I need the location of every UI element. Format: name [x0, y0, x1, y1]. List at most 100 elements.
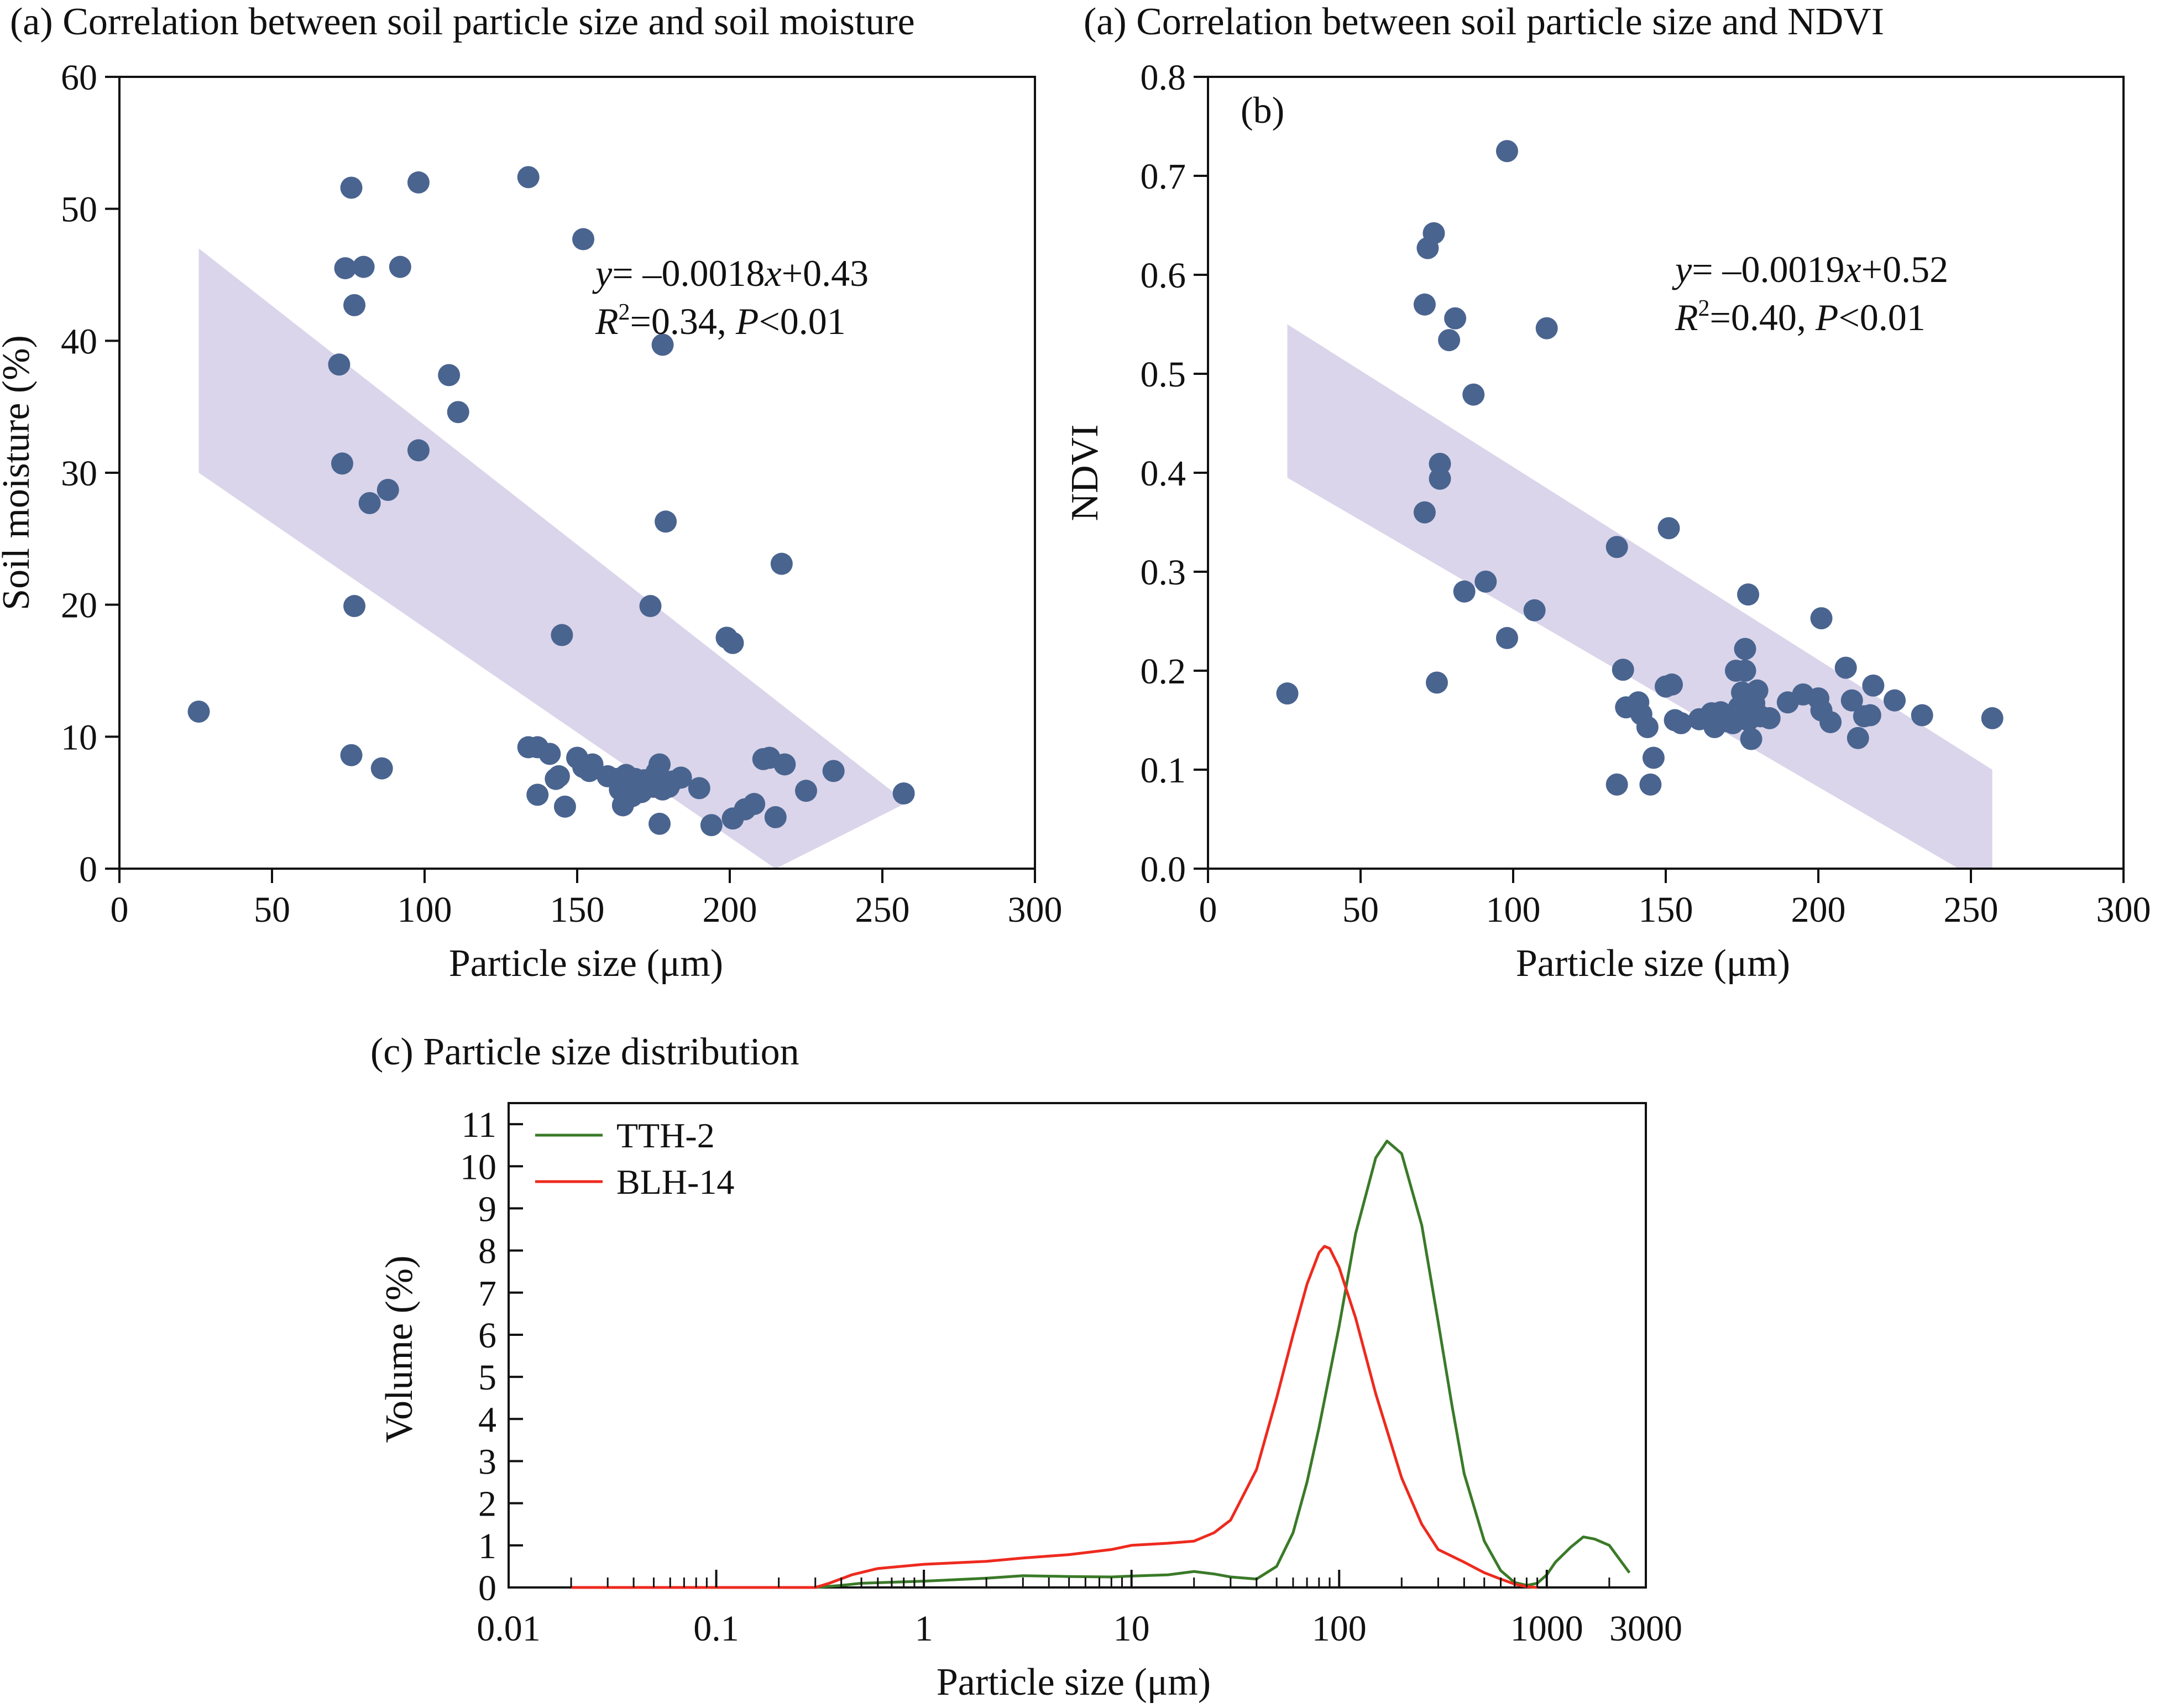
a-ytick-label: 50: [61, 190, 97, 230]
b-equation: y= –0.0019x+0.52: [1672, 248, 1948, 290]
a-point: [551, 624, 573, 646]
b-point: [1884, 689, 1906, 712]
a-point: [639, 595, 662, 618]
b-ytick-label: 0.6: [1141, 255, 1186, 296]
a-confidence-band: [198, 248, 907, 869]
c-ytick-label: 1: [478, 1526, 496, 1566]
b-point: [1276, 682, 1299, 705]
b-point: [1734, 638, 1756, 660]
b-xtick-label: 100: [1486, 890, 1541, 930]
c-ytick-label: 0: [478, 1568, 496, 1608]
b-ytick-label: 0.8: [1141, 58, 1186, 98]
c-xlabel: Particle size (μm): [937, 1661, 1211, 1704]
a-xtick-label: 0: [111, 890, 129, 930]
b-xtick-label: 200: [1791, 890, 1846, 930]
b-point: [1605, 536, 1628, 558]
b-xtick-label: 150: [1639, 890, 1693, 930]
a-point: [648, 812, 671, 835]
a-point: [438, 364, 461, 386]
a-xlabel: Particle size (μm): [449, 942, 723, 985]
a-point: [547, 765, 570, 787]
b-ytick-label: 0.5: [1141, 354, 1186, 395]
b-confidence-band: [1287, 324, 1992, 869]
c-xtick-label: 0.1: [693, 1608, 739, 1649]
panel-b: (a) Correlation between soil particle si…: [1064, 1, 2151, 985]
legend-label-blh14: BLH-14: [616, 1162, 734, 1202]
a-band-shape: [198, 248, 907, 869]
a-ytick-label: 60: [61, 58, 97, 98]
b-point: [1661, 673, 1683, 696]
a-point: [892, 782, 915, 805]
b-ytick-label: 0.2: [1141, 651, 1186, 692]
b-point: [1670, 712, 1692, 734]
b-point: [1426, 671, 1448, 694]
a-point: [773, 753, 796, 776]
c-ytick-label: 3: [478, 1441, 496, 1482]
b-xtick-label: 300: [2096, 890, 2151, 930]
a-point: [187, 700, 210, 723]
a-point: [517, 166, 540, 189]
a-axes-layer: 0 50 100 150 200 250 300 0 10 20 30 40 50 60: [61, 58, 1063, 930]
b-point: [1657, 517, 1680, 540]
b-xlabel: Particle size (μm): [1516, 942, 1790, 985]
b-point: [1639, 773, 1662, 796]
b-point: [1495, 626, 1518, 649]
a-point: [538, 743, 561, 765]
b-point: [1444, 307, 1467, 330]
c-xtick-label: 3000: [1609, 1608, 1682, 1649]
a-point: [670, 766, 692, 789]
c-plot-frame: [508, 1102, 1647, 1589]
a-point: [407, 171, 430, 194]
b-ytick-label: 0.7: [1141, 156, 1186, 197]
a-xtick-label: 200: [703, 890, 757, 930]
a-point: [553, 795, 576, 818]
b-point: [1734, 660, 1756, 682]
c-xtick-label: 100: [1312, 1608, 1367, 1649]
a-ytick-label: 30: [61, 453, 97, 494]
b-point: [1859, 704, 1881, 727]
a-point: [358, 492, 381, 514]
c-xtick-label: 10: [1113, 1608, 1150, 1649]
a-xtick-label: 100: [398, 890, 452, 930]
a-point: [822, 760, 845, 782]
b-point: [1612, 659, 1634, 681]
a-ytick-label: 20: [61, 586, 97, 626]
b-point: [1840, 689, 1863, 712]
a-point: [526, 784, 549, 806]
c-ytick-label: 6: [478, 1315, 496, 1356]
a-point: [651, 333, 674, 356]
b-point: [1453, 580, 1476, 603]
a-point: [581, 753, 604, 776]
a-point: [334, 257, 357, 280]
a-r2: R2=0.34, P<0.01: [595, 300, 846, 342]
a-ytick-label: 0: [79, 849, 97, 890]
panel-a: (a) Correlation between soil particle si…: [0, 1, 1063, 985]
b-ylabel: NDVI: [1064, 425, 1106, 521]
b-point: [1462, 383, 1485, 406]
a-point: [572, 228, 595, 250]
b-point: [1413, 501, 1436, 524]
a-xtick-label: 300: [1008, 890, 1063, 930]
c-ytick-label: 11: [461, 1105, 496, 1145]
c-xtick-label: 1: [915, 1608, 933, 1649]
panel-c: (c) Particle size distribution 0.01 0.1 1 1…: [370, 1031, 1682, 1704]
panel-b-title: (a) Correlation between soil particle si…: [1084, 1, 1884, 43]
a-point: [389, 255, 411, 278]
b-point: [1605, 773, 1628, 796]
c-series-tth2-line: [571, 1140, 1631, 1589]
b-point: [1758, 707, 1781, 729]
a-ylabel: Soil moisture (%): [0, 335, 38, 610]
a-point: [655, 510, 677, 533]
b-point: [1819, 711, 1842, 734]
a-point: [770, 552, 793, 575]
b-ytick-label: 0.0: [1141, 849, 1186, 890]
c-xtick-label: 1000: [1510, 1608, 1583, 1649]
b-xtick-label: 0: [1199, 890, 1217, 930]
b-xtick-label: 250: [1944, 890, 1999, 930]
a-point: [340, 744, 363, 766]
a-point: [743, 793, 766, 816]
a-xtick-label: 250: [855, 890, 910, 930]
b-point: [1746, 679, 1769, 702]
